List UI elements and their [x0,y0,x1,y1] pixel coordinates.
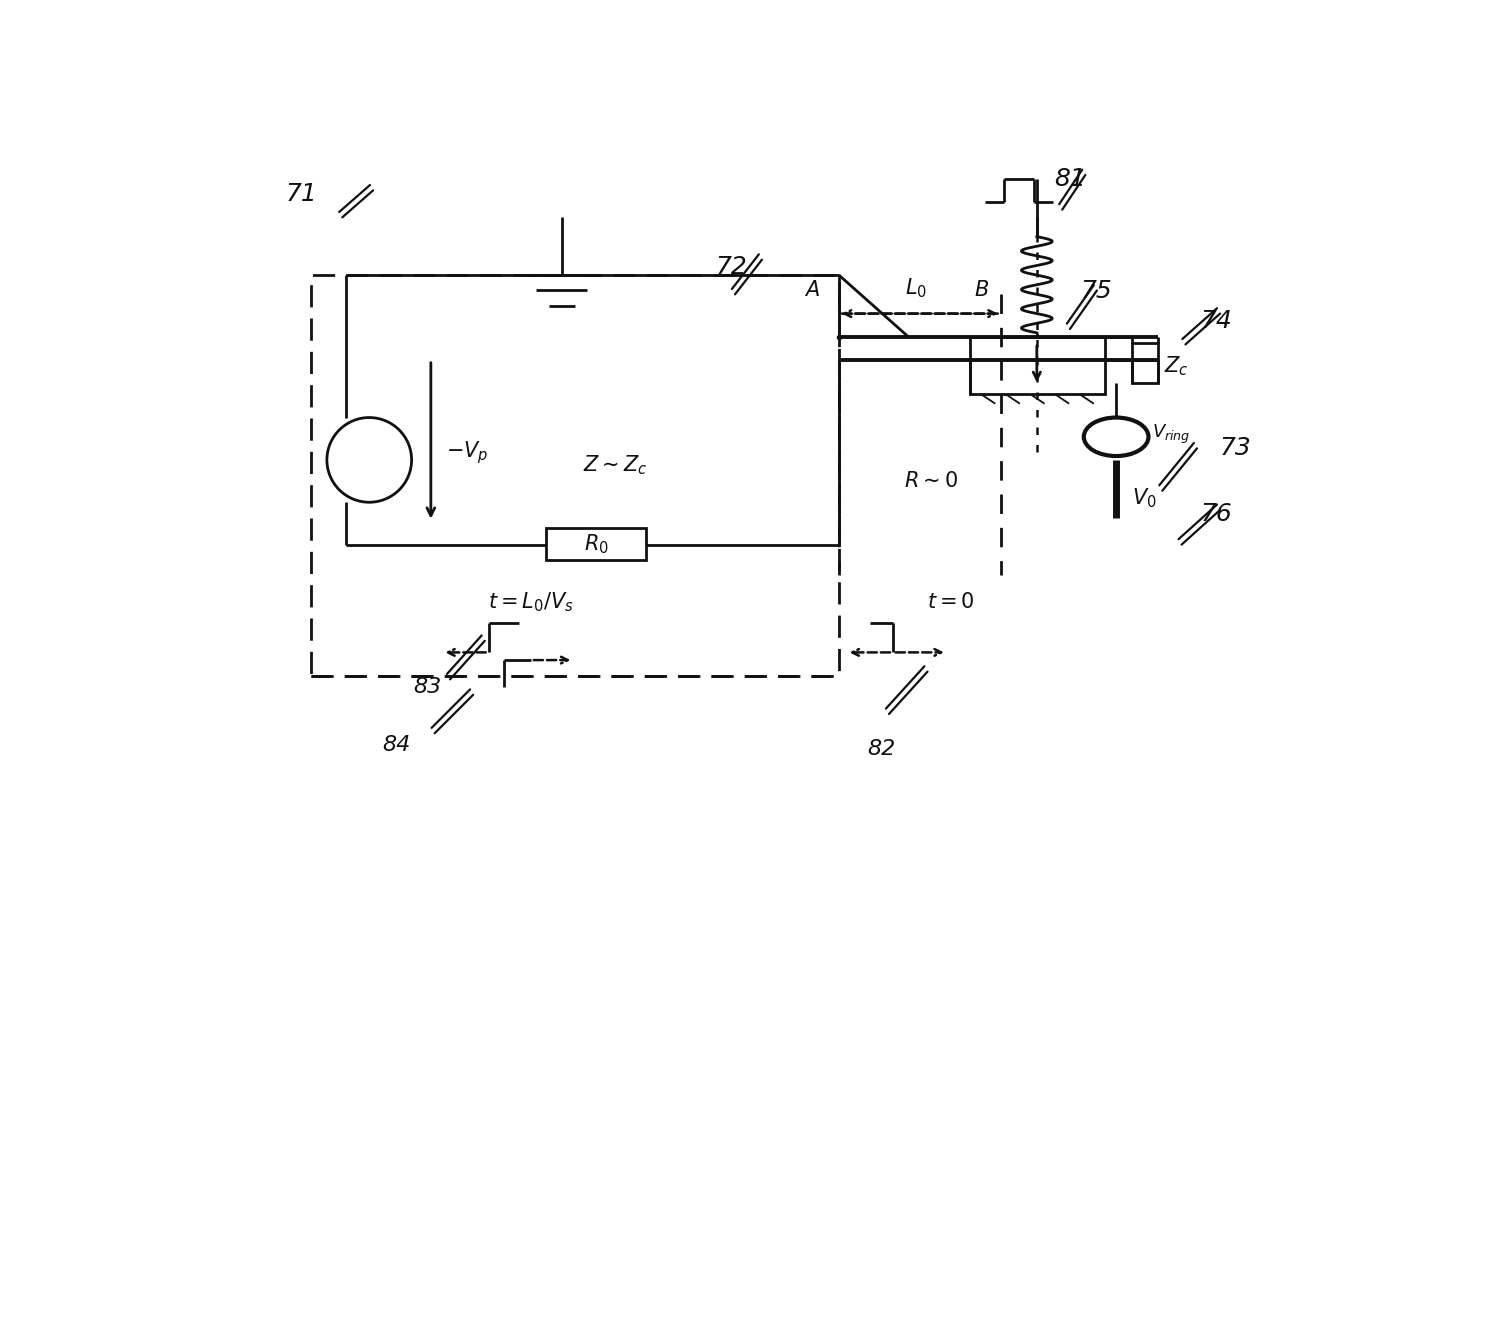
Text: 72: 72 [716,255,747,279]
Text: 71: 71 [286,182,318,206]
Text: $-V_p$: $-V_p$ [446,439,488,466]
Text: 75: 75 [1081,278,1112,302]
Text: 84: 84 [383,734,410,755]
Text: $t = L_0/V_s$: $t = L_0/V_s$ [488,591,574,614]
Bar [1132,343,1159,383]
Text: 81: 81 [1053,166,1087,190]
Bar [971,336,1105,395]
Text: $V_0$: $V_0$ [1132,487,1156,511]
Text: $Z_c$: $Z_c$ [1163,354,1189,378]
Text: B: B [975,279,989,299]
Text: 74: 74 [1201,310,1233,334]
Text: 73: 73 [1219,436,1251,460]
Text: $V_{ring}$: $V_{ring}$ [1153,423,1191,446]
Text: $t = 0$: $t = 0$ [927,592,975,612]
Text: $L_0$: $L_0$ [904,277,927,299]
Text: $Z \sim Z_c$: $Z \sim Z_c$ [583,454,648,477]
Bar [312,275,839,676]
Text: $R_0$: $R_0$ [583,532,609,556]
Text: $R \sim 0$: $R \sim 0$ [904,471,958,491]
Text: 83: 83 [413,677,442,697]
Bar [547,528,647,560]
Text: 76: 76 [1201,501,1233,525]
Text: A: A [805,279,820,299]
Text: 82: 82 [867,738,895,758]
